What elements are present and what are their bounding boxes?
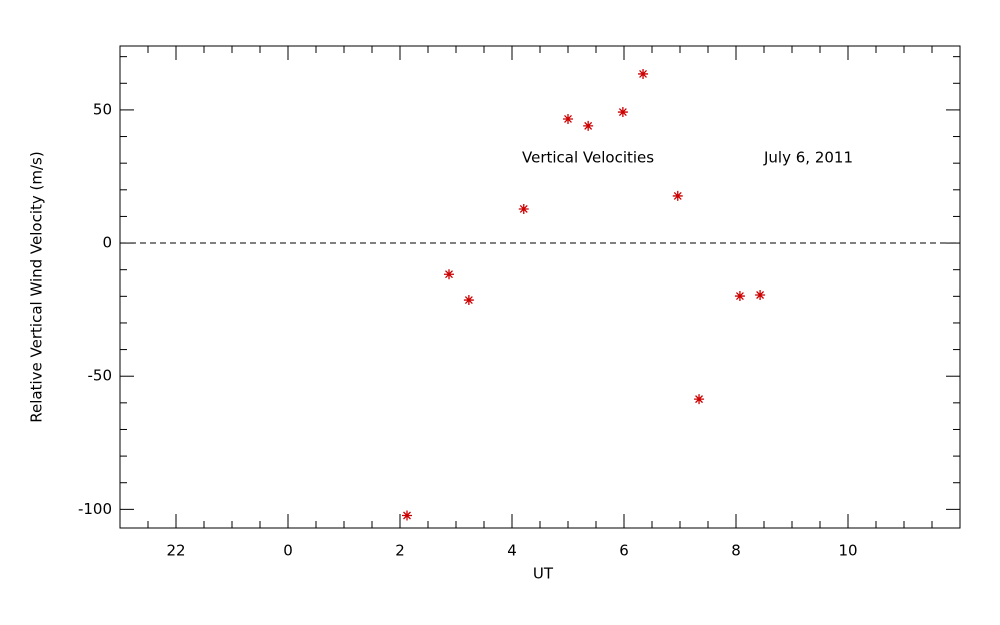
plot-frame (119, 45, 961, 529)
data-point (563, 113, 573, 124)
data-point (638, 68, 649, 79)
data-point (463, 295, 474, 306)
annotation: July 6, 2011 (763, 149, 853, 167)
y-tick-label: 0 (102, 234, 112, 252)
data-point (583, 120, 594, 131)
y-tick-label: 50 (93, 100, 112, 118)
data-point (734, 291, 745, 302)
data-point (672, 190, 683, 201)
y-tick-label: -50 (88, 367, 113, 385)
data-point (402, 510, 412, 521)
x-tick-label: 22 (166, 542, 185, 560)
data-point (444, 269, 454, 280)
data-point (755, 289, 766, 300)
x-tick-label: 0 (283, 542, 293, 560)
x-tick-label: 2 (395, 542, 405, 560)
x-axis-label: UT (533, 565, 554, 583)
x-tick-label: 10 (838, 542, 857, 560)
annotation: Vertical Velocities (522, 149, 654, 167)
x-tick-label: 4 (507, 542, 517, 560)
y-axis-label: Relative Vertical Wind Velocity (m/s) (28, 151, 46, 422)
x-tick-label: 8 (731, 542, 741, 560)
x-tick-label: 6 (619, 542, 629, 560)
data-point (694, 394, 705, 405)
data-point (518, 203, 529, 214)
data-point (617, 107, 628, 118)
y-tick-label: -100 (78, 500, 112, 518)
